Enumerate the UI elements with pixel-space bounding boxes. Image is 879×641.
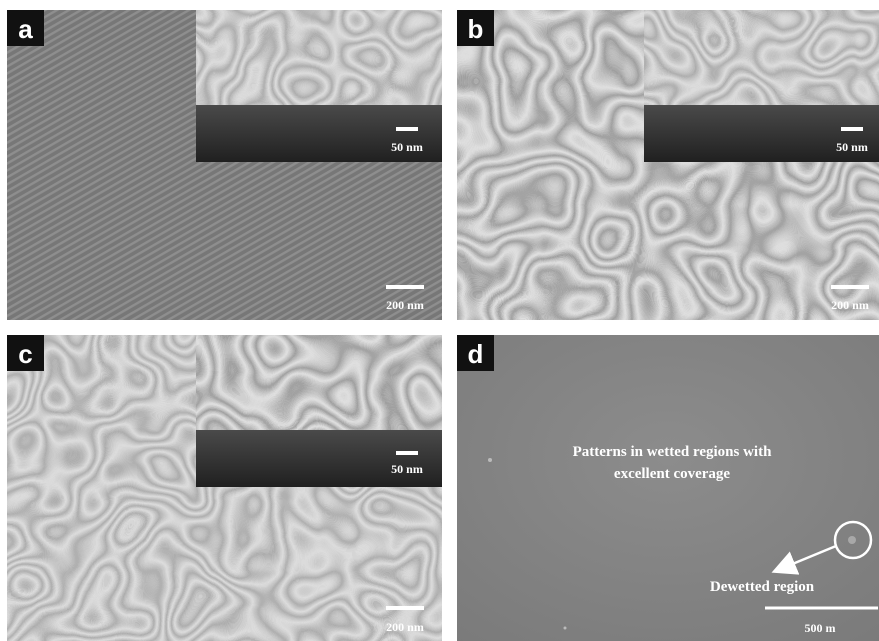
scale-label: 200 nm <box>831 298 869 312</box>
panel-label: b <box>468 14 484 44</box>
inset-image <box>644 10 879 105</box>
panel-label: c <box>18 339 32 369</box>
defect-spot <box>488 458 492 462</box>
panel-a: a 50 nm 200 nm <box>7 10 442 320</box>
callout-circle <box>833 520 873 560</box>
label-box <box>7 335 44 371</box>
label-box <box>457 10 494 46</box>
panel-label: a <box>18 14 33 44</box>
scale-label: 50 nm <box>391 462 423 476</box>
annotation: Patterns in wetted regions with <box>573 444 773 460</box>
inset-cross-section <box>196 430 442 487</box>
defect-spot <box>563 626 567 630</box>
inset-cross-section <box>644 105 879 162</box>
scale-label: 200 nm <box>386 298 424 312</box>
callout-label: Dewetted region <box>710 579 815 595</box>
panel-label: d <box>468 339 484 369</box>
sem-image <box>457 335 879 641</box>
scale-label: 200 nm <box>386 620 424 634</box>
scale-label: 50 nm <box>836 140 868 154</box>
label-box <box>457 335 494 371</box>
scale-label: 50 nm <box>391 140 423 154</box>
callout-arrow <box>771 544 837 575</box>
label-box <box>7 10 44 46</box>
inset-image <box>196 10 442 105</box>
panel-c: c 50 nm 200 nm <box>7 335 442 641</box>
defect-spot <box>848 536 856 544</box>
scale-label: 500 m <box>805 621 836 635</box>
inset-image <box>196 335 442 430</box>
annotation: excellent coverage <box>614 466 731 482</box>
inset-cross-section <box>196 105 442 162</box>
panel-d: d Patterns in wetted regions with excell… <box>457 335 879 641</box>
panel-b: b 50 nm 200 nm <box>457 10 879 320</box>
